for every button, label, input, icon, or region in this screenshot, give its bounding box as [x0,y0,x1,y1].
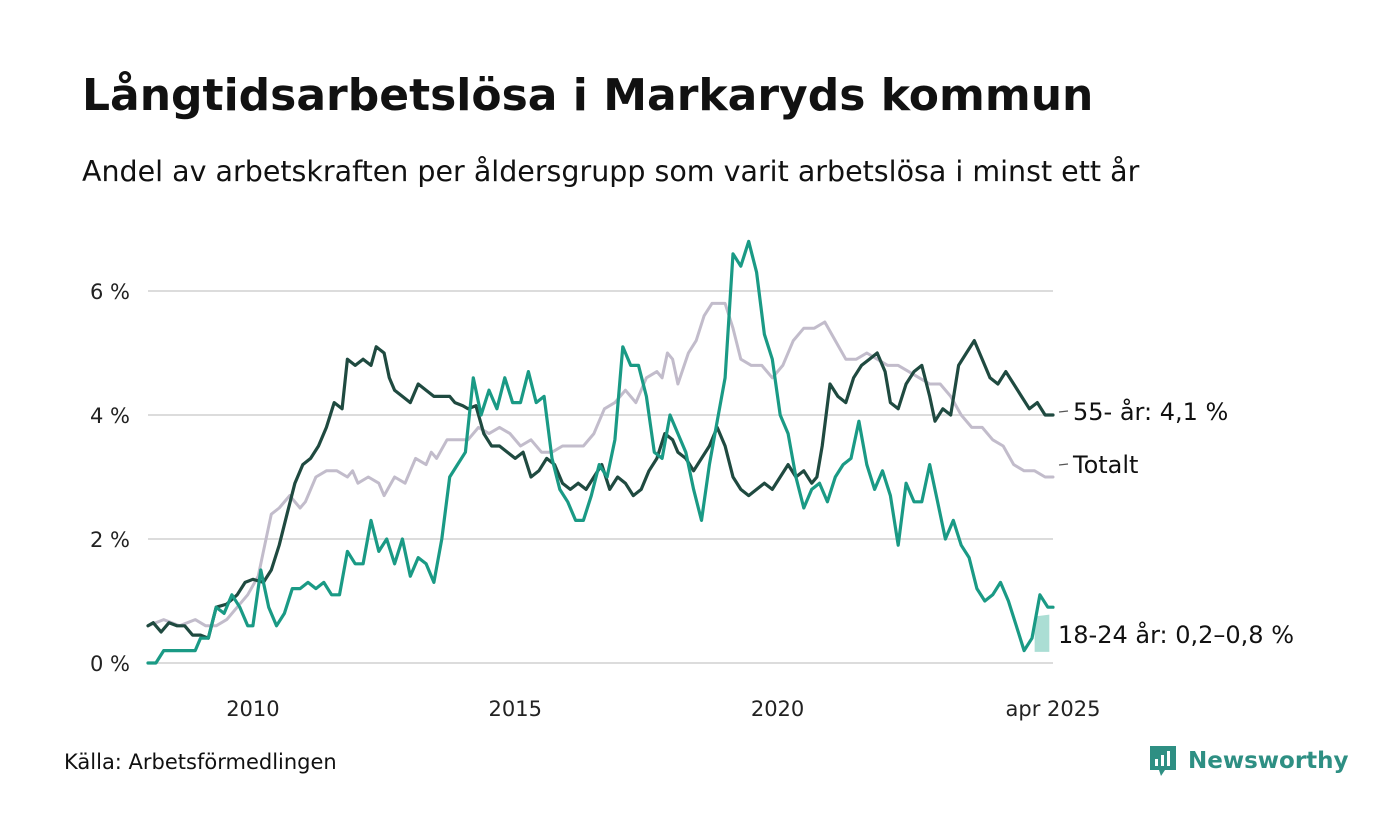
source-note: Källa: Arbetsförmedlingen [64,750,337,774]
x-tick-label: 2010 [226,697,279,721]
x-tick-label: 2015 [489,697,542,721]
series-label-age1824: 18-24 år: 0,2–0,8 % [1058,620,1294,649]
grid-layer: 0 % 2 % 4 % 6 % 2010 2015 2020 apr 2025 [90,280,1100,721]
y-tick-label: 6 % [90,280,130,304]
series-line-age55 [146,339,1055,640]
x-tick-label: 2020 [751,697,804,721]
y-tick-label: 0 % [90,652,130,676]
page-subtitle: Andel av arbetskraften per åldersgrupp s… [82,155,1140,188]
brand-name: Newsworthy [1188,748,1349,774]
range-band-18-24 [1034,614,1050,652]
logo-chart-icon [1150,746,1176,776]
series-line-age1824 [146,239,1055,665]
y-tick-label: 2 % [90,528,130,552]
x-tick-label: apr 2025 [1006,697,1101,721]
band-layer [1034,614,1050,652]
page-title: Långtidsarbetslösa i Markaryds kommun [82,70,1094,121]
label-leader-total [1058,463,1069,466]
series-label-age55: 55- år: 4,1 % [1073,397,1228,426]
y-tick-label: 4 % [90,404,130,428]
series-line-total [146,301,1055,628]
newsworthy-logo: Newsworthy [1148,744,1349,778]
series-label-total: Totalt [1072,451,1138,479]
line-chart: 0 % 2 % 4 % 6 % 2010 2015 2020 apr 2025 55- år:… [90,239,1294,721]
label-layer: 55- år: 4,1 % Totalt 18-24 år: 0,2–0,8 % [1058,397,1294,649]
series-layer [146,239,1055,665]
label-leader-age55 [1058,410,1069,413]
